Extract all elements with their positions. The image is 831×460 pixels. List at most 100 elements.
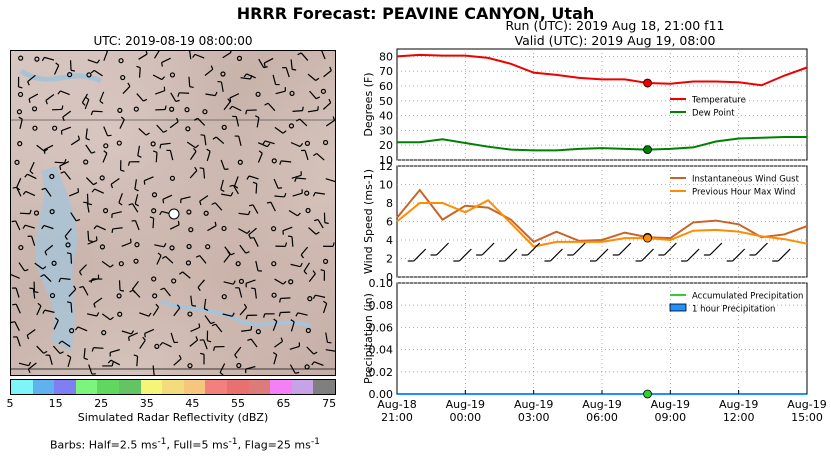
- timeseries-wind-barb: [550, 248, 563, 262]
- calm-wind-marker: [184, 107, 190, 113]
- barb-feather: [83, 357, 88, 361]
- barb-feather: [295, 371, 300, 374]
- y-axis-label: Degrees (F): [362, 72, 375, 136]
- barb-shaft: [43, 144, 54, 151]
- barb-feather: [110, 184, 114, 189]
- barb-feather: [148, 312, 152, 317]
- barbs-note-part: , Flag=25 ms: [237, 438, 311, 452]
- barb-shaft: [309, 90, 317, 100]
- barb-shaft: [44, 309, 55, 313]
- barb-shaft: [93, 69, 103, 77]
- wind-barb: [241, 325, 253, 332]
- timeseries-wind-barb: [618, 242, 632, 256]
- barb-shaft: [256, 117, 260, 128]
- colorbar-swatch: [75, 380, 98, 394]
- wind-barb: [59, 161, 70, 171]
- barb-feather: [246, 230, 251, 234]
- wind-barb: [292, 189, 303, 197]
- wind-barb: [11, 220, 21, 231]
- barb-feather: [230, 192, 234, 197]
- wind-barb: [136, 65, 141, 78]
- wind-barb: [234, 135, 242, 146]
- wind-barb: [217, 80, 224, 92]
- wind-barb: [275, 242, 288, 247]
- barb-feather: [315, 77, 320, 82]
- wind-barb: [143, 176, 154, 185]
- wind-barb: [290, 141, 304, 148]
- calm-wind-marker: [151, 208, 157, 214]
- barb-feather: [11, 220, 16, 223]
- barb-feather: [251, 287, 256, 290]
- wind-barb: [155, 105, 167, 111]
- wind-barb: [153, 51, 160, 59]
- wind-barb: [249, 236, 259, 247]
- barb-feather: [199, 167, 204, 170]
- barbs-note: Barbs: Half=2.5 ms-1, Full=5 ms-1, Flag=…: [50, 436, 320, 452]
- wind-barb: [301, 149, 309, 161]
- wind-barb: [239, 244, 250, 254]
- wind-barb: [119, 116, 125, 129]
- barb-shaft: [280, 297, 291, 300]
- barb-shaft: [169, 121, 179, 129]
- wind-barb: [266, 201, 276, 212]
- wind-barb: [67, 301, 73, 313]
- y-tick-label: 4: [386, 234, 393, 247]
- barb-feather: [42, 309, 46, 314]
- wind-barb: [27, 74, 36, 86]
- wind-barb: [83, 348, 88, 361]
- barb-feather: [284, 242, 288, 247]
- wind-barb: [53, 317, 59, 330]
- wind-barb: [308, 227, 320, 235]
- wind-barb: [11, 321, 20, 331]
- colorbar-tick-label: 55: [230, 397, 245, 410]
- wind-barb: [121, 238, 132, 247]
- series-line: [396, 53, 808, 87]
- wind-barb: [111, 227, 123, 233]
- wind-barb: [19, 209, 32, 215]
- wind-barb: [91, 347, 104, 352]
- barb-feather: [282, 280, 287, 285]
- wind-barb: [312, 152, 325, 161]
- x-tick-label: Aug-19: [719, 398, 758, 411]
- wind-barb: [222, 51, 232, 59]
- y-tick-label: 80: [379, 50, 393, 63]
- barb-shaft: [203, 135, 207, 146]
- barb-feather: [42, 266, 47, 270]
- barb-feather: [120, 169, 125, 172]
- barb-shaft: [16, 336, 21, 347]
- wind-barb: [272, 74, 280, 86]
- barb-shaft: [274, 278, 284, 285]
- barb-shaft: [257, 153, 263, 163]
- calm-wind-marker: [255, 329, 261, 335]
- barb-shaft: [54, 161, 65, 164]
- wind-barb: [203, 298, 209, 311]
- wind-barb: [282, 66, 290, 78]
- barb-feather: [252, 181, 257, 185]
- wind-barb: [69, 60, 76, 72]
- current-time-marker: [643, 389, 652, 399]
- barb-feather: [163, 129, 168, 133]
- barb-shaft: [16, 178, 22, 188]
- barb-shaft: [325, 178, 335, 183]
- colorbar-swatch: [118, 380, 141, 394]
- wind-barb: [213, 345, 225, 351]
- timeseries-wind-barb: [527, 242, 541, 256]
- calm-wind-marker: [118, 261, 124, 267]
- barb-feather: [161, 62, 163, 67]
- barb-shaft: [189, 339, 198, 347]
- x-tick-label: 00:00: [449, 411, 481, 424]
- calm-wind-marker: [187, 363, 193, 369]
- barb-shaft: [199, 255, 207, 264]
- barb-feather: [179, 271, 183, 275]
- barb-feather: [27, 81, 30, 86]
- wind-barb: [223, 280, 236, 285]
- reservoir-shape: [35, 166, 77, 351]
- wind-barb: [45, 94, 55, 105]
- colorbar-swatch: [291, 380, 314, 394]
- barb-feather: [311, 361, 315, 366]
- barb-shaft: [325, 349, 335, 352]
- barb-shaft: [223, 101, 231, 111]
- barb-shaft: [223, 254, 231, 263]
- barb-shaft: [203, 298, 207, 309]
